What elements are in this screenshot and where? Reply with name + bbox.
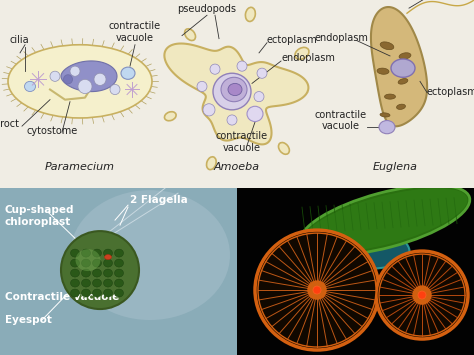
Polygon shape: [61, 61, 117, 92]
Ellipse shape: [237, 61, 247, 71]
Ellipse shape: [71, 249, 80, 257]
Ellipse shape: [71, 279, 80, 287]
Ellipse shape: [164, 112, 176, 121]
Ellipse shape: [295, 48, 309, 59]
Text: endoplasm: endoplasm: [282, 53, 336, 63]
Ellipse shape: [254, 92, 264, 102]
Ellipse shape: [64, 75, 73, 84]
Ellipse shape: [257, 68, 267, 78]
Ellipse shape: [121, 67, 135, 79]
Ellipse shape: [246, 7, 255, 21]
Ellipse shape: [379, 120, 395, 134]
Ellipse shape: [82, 279, 91, 287]
Ellipse shape: [92, 259, 101, 267]
Ellipse shape: [82, 289, 91, 297]
Ellipse shape: [301, 222, 410, 269]
Ellipse shape: [94, 73, 106, 86]
Ellipse shape: [398, 78, 408, 84]
Ellipse shape: [115, 259, 124, 267]
Ellipse shape: [303, 188, 467, 252]
Ellipse shape: [308, 281, 326, 299]
Ellipse shape: [103, 289, 112, 297]
Ellipse shape: [384, 94, 395, 99]
Ellipse shape: [380, 42, 394, 50]
Ellipse shape: [247, 106, 263, 121]
Ellipse shape: [115, 269, 124, 277]
Ellipse shape: [376, 251, 468, 339]
Text: pseudopods: pseudopods: [177, 4, 237, 14]
Ellipse shape: [377, 68, 389, 74]
Ellipse shape: [115, 279, 124, 287]
Ellipse shape: [71, 269, 80, 277]
Text: Amoeba: Amoeba: [214, 162, 260, 172]
Ellipse shape: [313, 286, 321, 294]
Ellipse shape: [221, 77, 247, 102]
Ellipse shape: [213, 73, 251, 110]
Text: Euglena: Euglena: [373, 162, 418, 172]
Ellipse shape: [103, 249, 112, 257]
Ellipse shape: [115, 289, 124, 297]
Text: cytoproct: cytoproct: [0, 119, 20, 129]
Ellipse shape: [397, 104, 405, 109]
Ellipse shape: [70, 190, 230, 320]
Ellipse shape: [103, 279, 112, 287]
Ellipse shape: [110, 84, 120, 94]
Ellipse shape: [413, 286, 431, 304]
Ellipse shape: [115, 249, 124, 257]
Ellipse shape: [78, 79, 92, 94]
Text: Contractile vacuole: Contractile vacuole: [5, 292, 119, 302]
Ellipse shape: [92, 289, 101, 297]
Text: cilia: cilia: [10, 35, 29, 45]
Text: contractile
vacuole: contractile vacuole: [216, 131, 268, 153]
Text: contractile
vacuole: contractile vacuole: [109, 21, 161, 43]
Ellipse shape: [71, 289, 80, 297]
Ellipse shape: [380, 113, 390, 117]
Ellipse shape: [103, 269, 112, 277]
Ellipse shape: [92, 249, 101, 257]
Ellipse shape: [399, 53, 411, 59]
Ellipse shape: [391, 59, 415, 77]
Ellipse shape: [207, 157, 216, 170]
Text: 2 Flagella: 2 Flagella: [130, 195, 188, 205]
Text: ectoplasm: ectoplasm: [267, 35, 318, 45]
Ellipse shape: [71, 259, 80, 267]
Polygon shape: [164, 44, 309, 144]
Text: ectoplasm: ectoplasm: [427, 87, 474, 97]
Ellipse shape: [279, 143, 289, 154]
Ellipse shape: [25, 81, 36, 92]
Ellipse shape: [418, 291, 426, 299]
Ellipse shape: [104, 255, 111, 260]
Ellipse shape: [255, 230, 379, 350]
Ellipse shape: [210, 64, 220, 74]
Text: flagellum: flagellum: [0, 354, 1, 355]
Polygon shape: [371, 7, 427, 126]
Ellipse shape: [92, 279, 101, 287]
Ellipse shape: [379, 254, 465, 336]
Ellipse shape: [82, 259, 91, 267]
Ellipse shape: [8, 45, 152, 118]
Text: Eyespot: Eyespot: [5, 315, 52, 325]
Ellipse shape: [50, 71, 60, 81]
Ellipse shape: [82, 269, 91, 277]
Text: Paramecium: Paramecium: [45, 162, 115, 172]
Text: Cup-shaped
chloroplast: Cup-shaped chloroplast: [5, 205, 74, 227]
Ellipse shape: [227, 115, 237, 125]
Ellipse shape: [61, 231, 139, 309]
Text: contractile
vacuole: contractile vacuole: [315, 110, 367, 131]
Ellipse shape: [203, 104, 215, 116]
Text: cytostome: cytostome: [27, 126, 78, 136]
Ellipse shape: [228, 83, 242, 95]
Text: endoplasm: endoplasm: [315, 33, 369, 43]
Ellipse shape: [185, 29, 195, 40]
Ellipse shape: [103, 259, 112, 267]
Ellipse shape: [82, 249, 91, 257]
Ellipse shape: [75, 249, 100, 271]
Ellipse shape: [300, 185, 470, 255]
Ellipse shape: [70, 66, 80, 76]
Ellipse shape: [92, 269, 101, 277]
Ellipse shape: [258, 233, 376, 347]
Ellipse shape: [197, 81, 207, 92]
